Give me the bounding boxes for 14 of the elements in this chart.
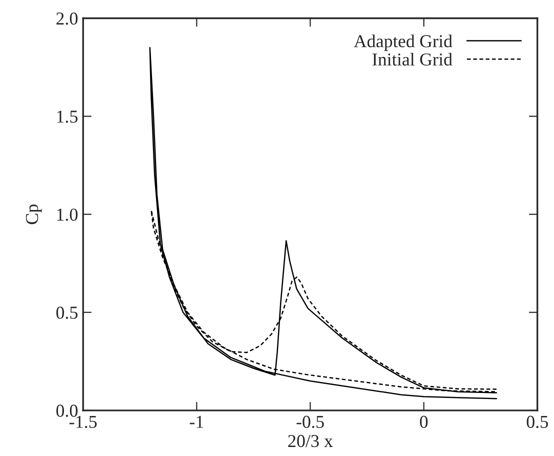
x-tick-label: -1	[190, 416, 204, 428]
legend-label: Adapted Grid	[354, 34, 452, 51]
y-tick-label: 0.0	[56, 404, 78, 417]
y-tick-label: 1.0	[57, 208, 78, 221]
y-tick-label: 1.5	[57, 110, 78, 123]
y-axis-title: Cp	[26, 204, 42, 224]
x-tick-label: 0	[420, 416, 428, 428]
legend-label: Initial Grid	[372, 52, 452, 66]
y-tick-label: 2.0	[56, 12, 78, 25]
y-tick-label: 0.5	[56, 306, 78, 319]
x-tick-label: 0.5	[526, 416, 548, 428]
x-tick-label: -1.5	[69, 416, 97, 428]
x-tick-label: -0.5	[296, 416, 324, 428]
x-axis-title: 20/3 x	[288, 434, 333, 448]
